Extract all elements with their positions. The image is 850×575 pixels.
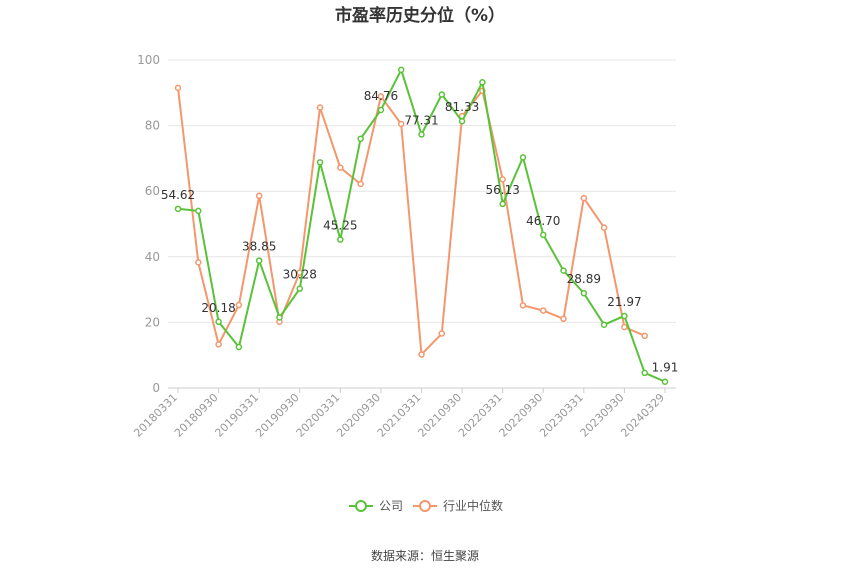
y-tick-label: 60 <box>145 184 160 198</box>
legend-item-company[interactable]: 公司 <box>349 499 403 513</box>
data-point-company <box>458 117 466 125</box>
data-point-industry-median <box>174 84 182 92</box>
data-label: 38.85 <box>242 240 276 254</box>
data-point-industry-median <box>438 330 446 337</box>
data-point-company <box>377 106 385 114</box>
data-point-company <box>255 257 263 264</box>
data-label: 21.97 <box>607 295 641 309</box>
data-point-industry-median <box>641 332 648 340</box>
data-point-industry-median <box>397 120 405 128</box>
data-point-industry-median <box>560 315 567 323</box>
y-tick-label: 80 <box>145 119 160 133</box>
data-point-company <box>560 267 567 274</box>
data-point-industry-median <box>377 93 385 100</box>
source-note: 数据来源：恒生聚源 <box>371 548 479 563</box>
data-point-industry-median <box>499 176 506 183</box>
data-label: 30.28 <box>283 268 317 282</box>
data-point-industry-median <box>418 351 425 358</box>
data-point-company <box>499 200 506 208</box>
y-axis: 0 20 40 60 80 100 <box>137 53 160 395</box>
data-label: 1.91 <box>652 361 679 375</box>
data-point-company <box>235 343 243 351</box>
data-point-company <box>397 66 405 74</box>
data-point-company <box>641 369 648 377</box>
data-label: 81.33 <box>445 100 479 114</box>
data-point-company <box>600 321 608 328</box>
data-label: 84.76 <box>364 89 398 103</box>
data-point-company <box>337 236 344 243</box>
y-tick-label: 40 <box>145 250 160 264</box>
data-label: 20.18 <box>201 301 235 315</box>
data-point-industry-median <box>357 180 364 188</box>
data-point-company <box>519 154 527 161</box>
data-point-industry-median <box>540 307 547 314</box>
series-line-industry-median <box>177 87 646 357</box>
series-layer <box>174 66 669 385</box>
data-point-company <box>174 205 182 213</box>
data-label: 54.62 <box>161 188 195 202</box>
data-label: 56.13 <box>485 183 519 197</box>
x-axis: 2018033120180930201903312019093020200331… <box>131 388 667 440</box>
data-point-industry-median <box>337 164 344 171</box>
data-point-industry-median <box>316 104 324 111</box>
data-label: 46.70 <box>526 214 560 228</box>
data-labels: 54.62 20.18 38.85 30.28 45.25 84.76 77.31 81.33… <box>161 89 679 375</box>
data-point-company <box>195 207 202 215</box>
legend-label: 行业中位数 <box>443 498 503 513</box>
data-point-industry-median <box>600 224 608 231</box>
legend[interactable]: 公司 行业中位数 <box>349 498 503 513</box>
data-point-company <box>438 91 446 98</box>
legend-marker <box>355 500 367 512</box>
data-point-company <box>418 131 425 138</box>
data-point-company <box>276 314 283 321</box>
y-tick-label: 20 <box>145 315 160 329</box>
data-label: 45.25 <box>323 219 357 233</box>
data-point-industry-median <box>215 341 222 348</box>
data-label: 28.89 <box>567 272 601 286</box>
data-point-industry-median <box>580 194 588 202</box>
data-point-industry-median <box>235 301 243 309</box>
data-point-company <box>357 135 364 142</box>
data-point-company <box>580 289 588 297</box>
legend-marker <box>419 500 431 512</box>
x-tick-label: 20240329 <box>618 391 667 440</box>
y-tick-label: 0 <box>152 381 160 395</box>
chart-title: 市盈率历史分位（%） <box>335 5 505 26</box>
data-point-industry-median <box>621 323 628 331</box>
data-point-company <box>215 318 222 326</box>
data-point-company <box>540 231 547 239</box>
grid-lines <box>168 59 676 389</box>
data-point-industry-median <box>195 259 202 266</box>
legend-label: 公司 <box>379 499 403 513</box>
data-point-company <box>316 159 324 166</box>
data-point-company <box>479 79 486 86</box>
data-label: 77.31 <box>404 113 438 127</box>
data-point-company <box>296 285 303 292</box>
y-tick-label: 100 <box>137 53 160 67</box>
data-point-industry-median <box>255 192 263 200</box>
data-point-company <box>621 312 628 320</box>
data-point-company <box>661 378 669 385</box>
legend-item-industry-median[interactable]: 行业中位数 <box>413 498 503 513</box>
data-point-industry-median <box>519 302 527 309</box>
